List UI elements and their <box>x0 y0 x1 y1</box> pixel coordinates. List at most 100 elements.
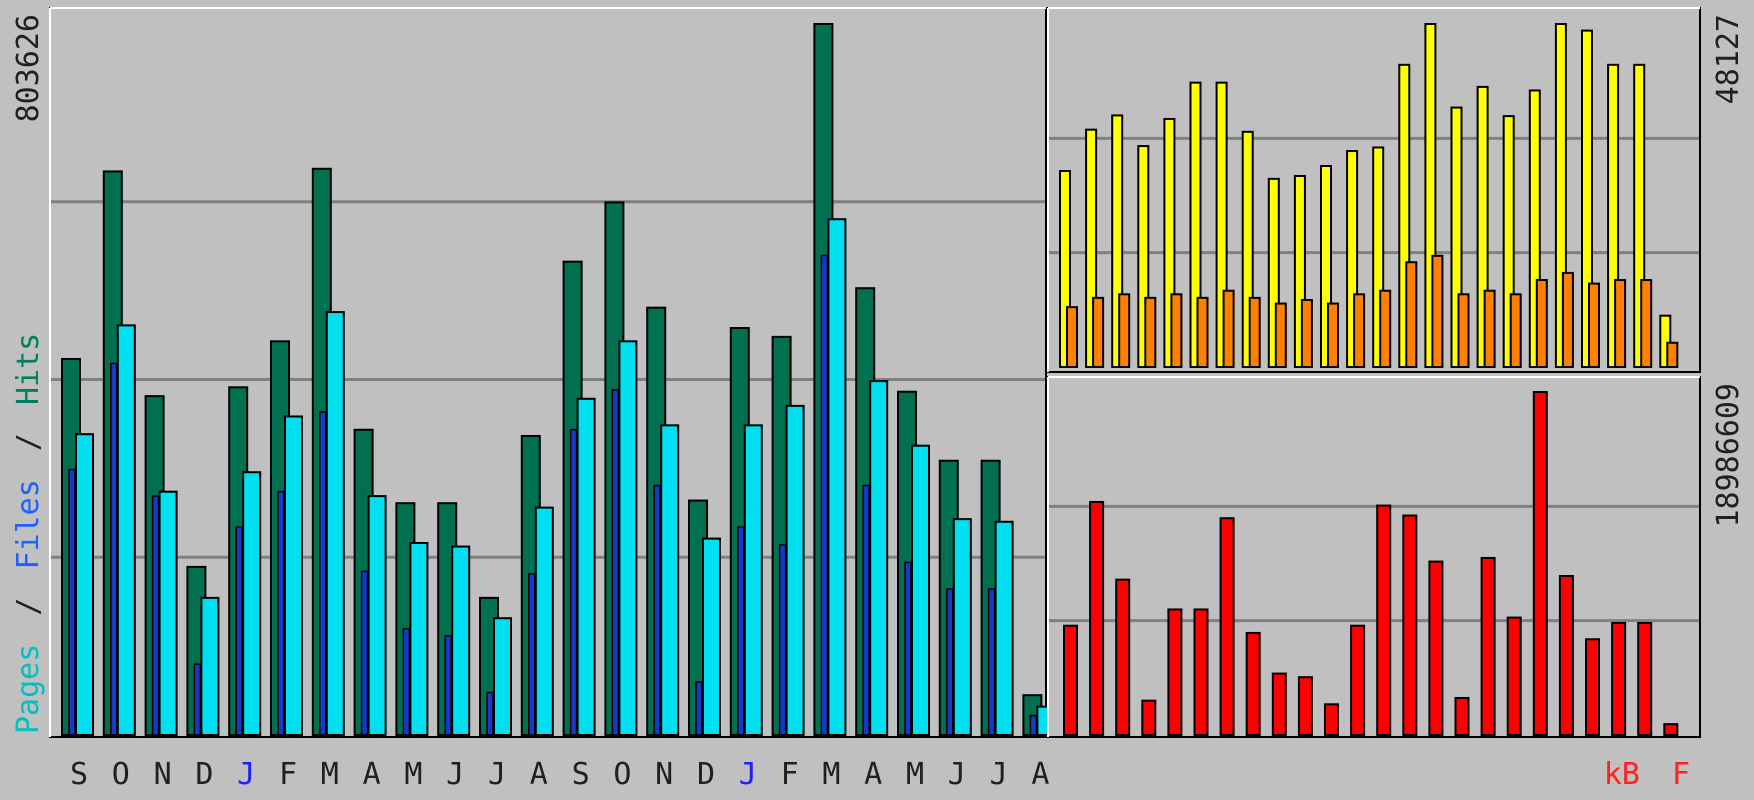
month-tick-label: M <box>321 757 339 792</box>
sites-bar <box>1300 299 1313 368</box>
visits-bar <box>1398 63 1411 368</box>
kbytes-panel: 18986609 kB F <box>1047 376 1746 792</box>
sites-bar <box>1614 279 1627 368</box>
sites-bar <box>1588 282 1600 369</box>
visits-bar <box>1554 23 1567 368</box>
visits-bar <box>1137 145 1150 368</box>
sites-bar <box>1170 293 1183 368</box>
files-bar <box>862 484 870 736</box>
files-bar <box>360 570 369 736</box>
files-bar <box>486 691 494 736</box>
kbytes-bar <box>1245 631 1261 736</box>
visits-bar <box>1059 170 1071 368</box>
month-tick-label: A <box>1031 757 1049 792</box>
files-bar <box>611 389 620 736</box>
month-tick-label: S <box>572 757 590 792</box>
visits-bar <box>1320 165 1332 368</box>
pages-bar <box>158 490 178 737</box>
legend-f: F <box>1672 757 1690 792</box>
visits-bar <box>1215 81 1228 368</box>
visits-bar <box>1372 146 1385 368</box>
kbytes-bar <box>1585 638 1600 737</box>
sites-bar <box>1274 302 1287 369</box>
pages-bar <box>660 424 680 736</box>
kbytes-bar <box>1297 676 1313 737</box>
visits-bar <box>1189 81 1202 368</box>
visits-bar <box>1241 130 1254 368</box>
month-tick-label: D <box>195 757 213 792</box>
visits-panel: 48127 <box>1047 7 1746 373</box>
visits-bar <box>1085 128 1098 368</box>
kbytes-bar <box>1558 575 1574 736</box>
visits-bar <box>1111 114 1124 368</box>
pages-bar <box>702 537 721 737</box>
kbytes-bar <box>1611 621 1627 737</box>
kbytes-bar <box>1167 608 1183 737</box>
pages-bar <box>242 471 262 736</box>
files-bar <box>235 526 243 736</box>
month-tick-label: F <box>781 757 799 792</box>
kbytes-bar <box>1324 703 1339 736</box>
visits-bar <box>1607 63 1620 368</box>
visits-bar <box>1424 23 1437 368</box>
month-tick-label: N <box>655 757 673 792</box>
pages-bar <box>451 545 471 737</box>
sites-bar <box>1483 289 1496 369</box>
pages-bar <box>116 324 136 736</box>
files-bar <box>653 484 661 736</box>
visits-bar <box>1476 85 1489 368</box>
kbytes-bar <box>1193 608 1209 737</box>
pages-bar <box>743 424 763 736</box>
files-bar <box>110 362 118 736</box>
pages-bar <box>325 311 345 736</box>
sites-bar <box>1405 261 1418 369</box>
files-bar <box>946 588 954 736</box>
kbytes-bar <box>1402 514 1418 737</box>
files-bar <box>778 544 787 736</box>
files-bar <box>444 635 452 736</box>
month-tick-label: A <box>363 757 381 792</box>
hits-max-label: 803626 <box>11 14 46 122</box>
kbytes-gridlines <box>1049 504 1699 623</box>
files-bar <box>151 495 160 736</box>
sites-bar <box>1666 341 1679 368</box>
pages-bar <box>75 433 94 736</box>
kbytes-bars <box>1063 391 1679 737</box>
visits-bar <box>1633 63 1646 368</box>
kbytes-max-label: 18986609 <box>1711 383 1746 528</box>
sites-bar <box>1509 293 1522 368</box>
sites-bar <box>1640 279 1653 368</box>
pages-bar <box>827 218 847 736</box>
sites-bar <box>1118 293 1131 368</box>
kbytes-bar <box>1506 616 1522 736</box>
month-tick-label: A <box>530 757 548 792</box>
legend-kb: kB <box>1604 757 1640 792</box>
visits-bar <box>1659 314 1672 368</box>
sites-bar <box>1066 306 1078 368</box>
sites-bar <box>1535 279 1548 368</box>
month-tick-label: A <box>864 757 882 792</box>
month-tick-label: M <box>906 757 924 792</box>
sites-bar <box>1196 296 1209 368</box>
month-tick-label: M <box>404 757 422 792</box>
kbytes-bar <box>1141 699 1157 736</box>
hits-ylabel: Pages / Files / Hits <box>11 333 46 734</box>
kbytes-bar <box>1532 391 1548 736</box>
files-bar <box>737 526 745 736</box>
files-bar <box>68 468 76 736</box>
kbytes-bar <box>1350 624 1366 736</box>
files-bar <box>277 490 285 736</box>
ylabel-sep-1: / <box>11 598 46 616</box>
kbytes-panel-frame <box>1047 376 1701 738</box>
pages-bar <box>493 617 512 737</box>
visits-bar <box>1528 89 1541 369</box>
month-tick-label: J <box>990 757 1008 792</box>
sites-bar <box>1248 296 1261 368</box>
ylabel-files: Files <box>11 479 46 569</box>
ylabel-sep-2: / <box>11 433 46 451</box>
kbytes-bar <box>1376 504 1392 736</box>
files-bar <box>319 411 327 736</box>
visits-bar <box>1450 106 1463 368</box>
